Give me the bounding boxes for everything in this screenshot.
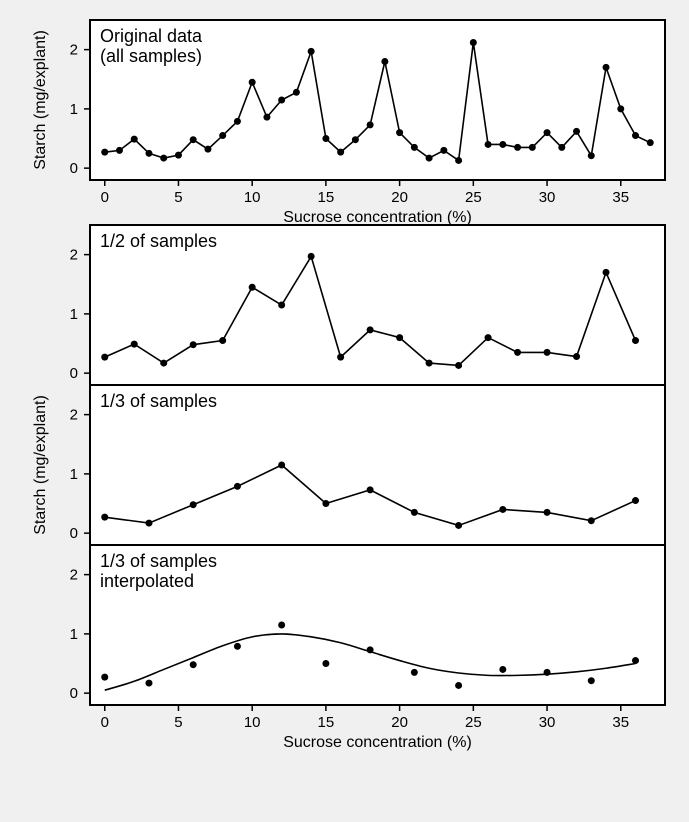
svg-text:2: 2 [70,407,78,424]
panel-label-text: interpolated [100,571,194,591]
svg-text:1: 1 [70,626,78,643]
svg-text:20: 20 [391,189,408,206]
svg-text:30: 30 [539,714,556,731]
svg-text:0: 0 [70,525,78,542]
svg-text:2: 2 [70,567,78,584]
svg-text:10: 10 [244,714,261,731]
x-axis-label-top: Sucrose concentration (%) [283,209,472,226]
panel-label-text: 1/2 of samples [100,231,217,251]
svg-text:0: 0 [101,189,109,206]
svg-text:15: 15 [318,714,335,731]
svg-text:0: 0 [70,685,78,702]
svg-text:10: 10 [244,189,261,206]
x-axis-label-bottom: Sucrose concentration (%) [283,734,472,751]
svg-text:5: 5 [174,189,182,206]
panel-label-text: Original data [100,26,203,46]
svg-text:1: 1 [70,101,78,118]
figure-container: 05101520253035012Original data(all sampl… [0,0,689,822]
svg-text:20: 20 [391,714,408,731]
svg-text:30: 30 [539,189,556,206]
svg-text:0: 0 [70,365,78,382]
y-axis-label-bottom: Starch (mg/explant) [32,395,49,535]
panel-label-text: (all samples) [100,46,202,66]
svg-text:2: 2 [70,247,78,264]
svg-text:0: 0 [101,714,109,731]
svg-text:35: 35 [612,189,629,206]
svg-text:2: 2 [70,42,78,59]
svg-text:1: 1 [70,306,78,323]
svg-text:25: 25 [465,714,482,731]
panel-label-text: 1/3 of samples [100,551,217,571]
y-axis-label-top: Starch (mg/explant) [32,30,49,170]
svg-text:1: 1 [70,466,78,483]
chart-svg: 05101520253035012Original data(all sampl… [10,10,679,812]
panel-label-text: 1/3 of samples [100,391,217,411]
svg-text:0: 0 [70,160,78,177]
svg-text:35: 35 [612,714,629,731]
svg-text:15: 15 [318,189,335,206]
svg-text:5: 5 [174,714,182,731]
svg-text:25: 25 [465,189,482,206]
